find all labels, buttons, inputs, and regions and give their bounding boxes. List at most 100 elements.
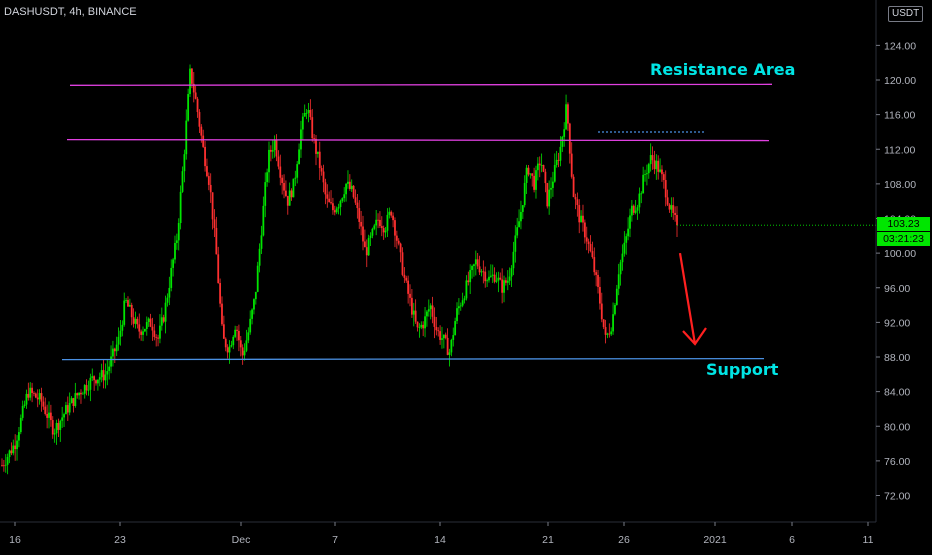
candle-body — [330, 202, 332, 204]
candle-body — [51, 420, 54, 435]
candle-body — [632, 205, 635, 213]
candle-body — [559, 146, 562, 161]
candle-body — [194, 92, 197, 99]
candle-body — [16, 440, 18, 450]
price-tick-label: 116.00 — [884, 110, 915, 122]
candle-body — [102, 370, 105, 381]
arrow-shaft[interactable] — [678, 252, 697, 345]
resistance-lower-line[interactable] — [66, 138, 770, 142]
candle-body — [382, 228, 385, 233]
candle-body — [403, 274, 406, 278]
candle-body — [57, 422, 60, 430]
price-axis[interactable]: 124.00120.00116.00112.00108.00104.00100.… — [875, 0, 916, 522]
candle-body — [608, 333, 611, 335]
time-tick-label: 7 — [332, 534, 338, 546]
candle-body — [548, 189, 551, 207]
candle-body — [670, 205, 673, 210]
time-axis[interactable]: 16 23 Dec 7 14 21 26 2021 6 11 — [0, 521, 876, 546]
candle-body — [365, 247, 368, 256]
candle-body — [189, 68, 191, 95]
candle-body — [42, 401, 45, 407]
candle-body — [476, 259, 479, 267]
candle-body — [640, 193, 643, 195]
candle-body — [6, 457, 9, 465]
candle-body — [145, 322, 148, 329]
candle-body — [358, 208, 361, 222]
symbol-label[interactable]: DASHUSDT, 4h, BINANCE — [4, 6, 137, 18]
projection-arrow[interactable] — [678, 252, 707, 346]
candle-body — [491, 274, 494, 276]
candle-body — [473, 264, 475, 267]
candle-body — [459, 305, 462, 307]
candle-body — [63, 414, 65, 418]
candle-body — [106, 371, 109, 375]
resistance-upper-line[interactable] — [69, 83, 773, 86]
candle-body — [550, 187, 552, 190]
candle-body — [81, 393, 84, 395]
candle-body — [164, 302, 167, 322]
candle-body — [463, 298, 466, 301]
candle-body — [600, 303, 603, 320]
candle-body — [572, 176, 575, 198]
candle-body — [516, 227, 519, 236]
candle-body — [91, 376, 94, 378]
candle-body — [371, 228, 374, 236]
candle-body — [367, 237, 370, 256]
candle-body — [435, 326, 438, 331]
candle-body — [341, 198, 344, 201]
candle-body — [337, 207, 340, 209]
candle-body — [623, 242, 626, 254]
candle-body — [520, 211, 522, 222]
candle-body — [395, 235, 398, 241]
support-label[interactable]: Support — [706, 360, 779, 379]
candle-body — [21, 406, 24, 418]
candle-body — [1, 465, 3, 467]
candle-body — [83, 385, 86, 394]
candle-body — [125, 300, 127, 301]
candle-body — [213, 219, 216, 228]
candle-body — [29, 387, 32, 398]
candle-body — [345, 183, 347, 195]
candle-body — [634, 210, 637, 213]
candle-body — [33, 392, 35, 394]
candle-body — [192, 83, 195, 93]
candle-body — [239, 340, 242, 348]
candle-body — [138, 324, 141, 332]
candle-body — [612, 314, 614, 332]
candle-body — [286, 195, 289, 206]
candle-body — [499, 277, 502, 280]
candle-body — [179, 191, 182, 224]
candle-body — [157, 337, 159, 339]
candle-body — [625, 236, 628, 243]
candle-body — [392, 215, 394, 221]
candle-body — [147, 318, 150, 323]
candle-body — [76, 393, 79, 396]
level-lines[interactable] — [61, 83, 876, 361]
arrow-head[interactable] — [682, 327, 707, 346]
resistance-area-label[interactable]: Resistance Area — [650, 60, 796, 79]
candle-body — [121, 324, 124, 331]
candle-body — [249, 318, 252, 333]
currency-button[interactable]: USDT — [888, 6, 924, 22]
candle-body — [397, 240, 400, 244]
candle-body — [46, 413, 49, 418]
candle-body — [316, 151, 319, 154]
candle-body — [503, 280, 505, 293]
candle-body — [471, 266, 473, 271]
candle-body — [542, 165, 545, 172]
candle-body — [474, 259, 477, 265]
candle-body — [98, 377, 101, 380]
candle-body — [48, 412, 50, 418]
candle-body — [555, 159, 558, 165]
support-line[interactable] — [61, 357, 765, 361]
candle-body — [311, 117, 314, 139]
candle-body — [10, 450, 13, 454]
candle-body — [95, 380, 97, 384]
candle-body — [209, 184, 212, 193]
candle-body — [442, 334, 445, 339]
candle-body — [172, 259, 175, 268]
candle-body — [275, 139, 278, 157]
candle-body — [279, 166, 282, 178]
